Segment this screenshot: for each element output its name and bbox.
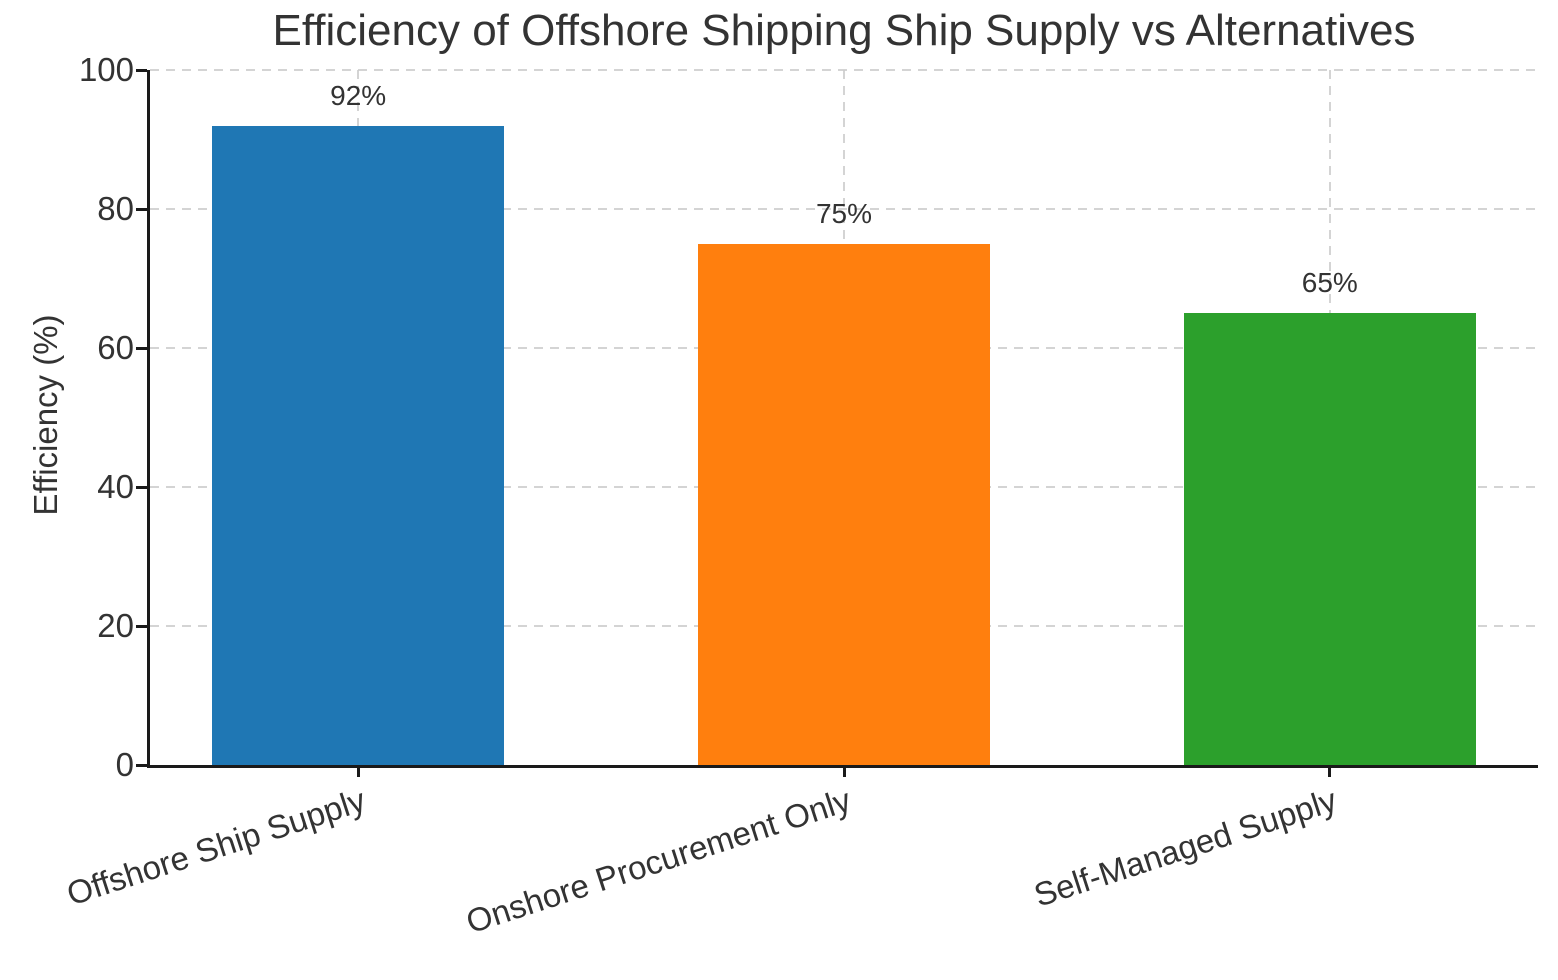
- x-tick-label: Offshore Ship Supply: [62, 781, 370, 913]
- y-tick-label: 0: [115, 746, 134, 783]
- x-tick-label: Self-Managed Supply: [1029, 781, 1342, 914]
- y-tick-mark: [136, 346, 147, 350]
- y-tick-label: 40: [97, 468, 134, 505]
- y-tick-label: 60: [97, 329, 134, 366]
- y-tick-mark: [136, 207, 147, 211]
- x-tick-mark: [356, 768, 360, 777]
- bar-value-label: 92%: [330, 79, 387, 111]
- bar-value-label: 75%: [815, 197, 873, 229]
- y-tick-mark: [136, 624, 147, 628]
- plot-area: [147, 70, 1538, 768]
- bar-layer: [150, 70, 1538, 765]
- x-tick-label: Onshore Procurement Only: [461, 781, 856, 941]
- y-tick-label: 100: [78, 51, 134, 88]
- bar-self-managed-supply: [1183, 313, 1476, 765]
- x-tick-mark: [1328, 768, 1332, 777]
- y-tick-mark: [136, 485, 147, 489]
- bar-onshore-procurement-only: [698, 243, 990, 765]
- chart-title: Efficiency of Offshore Shipping Ship Sup…: [272, 6, 1416, 55]
- y-tick-label: 20: [97, 607, 134, 644]
- bar-value-label: 65%: [1301, 267, 1358, 299]
- x-tick-mark: [842, 768, 846, 777]
- bar-offshore-ship-supply: [212, 125, 505, 765]
- y-tick-label: 80: [97, 190, 134, 227]
- y-tick-mark: [136, 68, 147, 72]
- y-tick-mark: [136, 763, 147, 767]
